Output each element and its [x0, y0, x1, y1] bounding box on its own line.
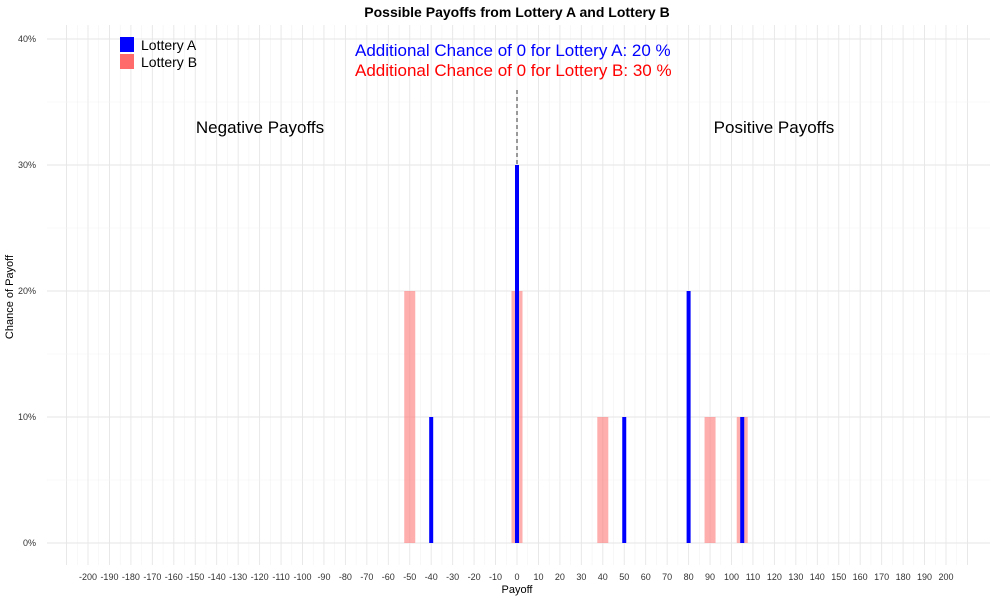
bars-layer	[404, 165, 748, 543]
bar-lottery-a	[515, 165, 519, 543]
x-tick-label: -180	[122, 572, 140, 582]
x-tick-label: -30	[446, 572, 459, 582]
x-tick-label: 160	[853, 572, 868, 582]
x-tick-label: -100	[293, 572, 311, 582]
negative-payoffs-label: Negative Payoffs	[196, 118, 324, 137]
legend-swatch-lottery-a	[120, 37, 134, 52]
x-tick-label: 50	[619, 572, 629, 582]
y-tick-label: 20%	[18, 286, 36, 296]
x-tick-label: 120	[767, 572, 782, 582]
x-tick-label: 200	[938, 572, 953, 582]
positive-payoffs-label: Positive Payoffs	[714, 118, 835, 137]
x-tick-label: -120	[251, 572, 269, 582]
x-tick-label: -130	[229, 572, 247, 582]
x-tick-label: 30	[576, 572, 586, 582]
x-tick-label: -40	[425, 572, 438, 582]
x-tick-label: 20	[555, 572, 565, 582]
legend-label-lottery-b: Lottery B	[141, 54, 197, 70]
y-tick-label: 30%	[18, 160, 36, 170]
x-tick-label: -160	[165, 572, 183, 582]
x-tick-label: -90	[317, 572, 330, 582]
bar-lottery-a	[622, 417, 627, 543]
x-tick-label: 60	[641, 572, 651, 582]
x-tick-label: 90	[705, 572, 715, 582]
x-tick-label: -80	[339, 572, 352, 582]
x-tick-label: -50	[403, 572, 416, 582]
x-tick-label: -20	[468, 572, 481, 582]
x-tick-label: -190	[100, 572, 118, 582]
y-tick-labels: 0% 10% 20% 30% 40%	[18, 34, 36, 548]
grid-lines	[47, 25, 990, 565]
x-tick-label: 150	[831, 572, 846, 582]
annotation-lottery-a: Additional Chance of 0 for Lottery A: 20…	[355, 41, 671, 60]
x-tick-label: -200	[79, 572, 97, 582]
x-tick-label: 190	[917, 572, 932, 582]
y-tick-label: 40%	[18, 34, 36, 44]
x-tick-label: -110	[272, 572, 289, 582]
x-tick-label: -60	[382, 572, 395, 582]
x-tick-label: 80	[684, 572, 694, 582]
bar-lottery-a	[740, 417, 745, 543]
x-tick-label: 0	[514, 572, 519, 582]
x-tick-label: 70	[662, 572, 672, 582]
legend: Lottery A Lottery B	[120, 37, 197, 70]
x-tick-label: 40	[598, 572, 608, 582]
y-axis-title: Chance of Payoff	[4, 254, 16, 339]
legend-label-lottery-a: Lottery A	[141, 37, 197, 53]
bar-lottery-a	[429, 417, 434, 543]
legend-swatch-lottery-b	[120, 54, 134, 69]
y-tick-label: 0%	[23, 538, 36, 548]
x-tick-label: 10	[533, 572, 543, 582]
x-tick-label: 100	[724, 572, 739, 582]
x-tick-label: 140	[810, 572, 825, 582]
chart-title: Possible Payoffs from Lottery A and Lott…	[364, 4, 669, 20]
bar-lottery-b	[597, 417, 609, 543]
x-tick-label: -150	[186, 572, 204, 582]
x-tick-label: -10	[489, 572, 502, 582]
annotation-lottery-b: Additional Chance of 0 for Lottery B: 30…	[355, 61, 672, 80]
x-axis-title: Payoff	[502, 584, 534, 596]
x-tick-labels: -200 -190 -180 -170 -160 -150 -140 -130 -120 -110…	[79, 572, 954, 582]
x-tick-label: 170	[874, 572, 889, 582]
y-tick-label: 10%	[18, 412, 36, 422]
bar-lottery-b	[404, 291, 416, 543]
x-tick-label: -140	[208, 572, 226, 582]
bar-lottery-a	[686, 291, 691, 543]
x-tick-label: 180	[896, 572, 911, 582]
x-tick-label: 130	[788, 572, 803, 582]
bar-lottery-b	[704, 417, 716, 543]
x-tick-label: -70	[360, 572, 373, 582]
x-tick-label: -170	[143, 572, 161, 582]
x-tick-label: 110	[746, 572, 760, 582]
